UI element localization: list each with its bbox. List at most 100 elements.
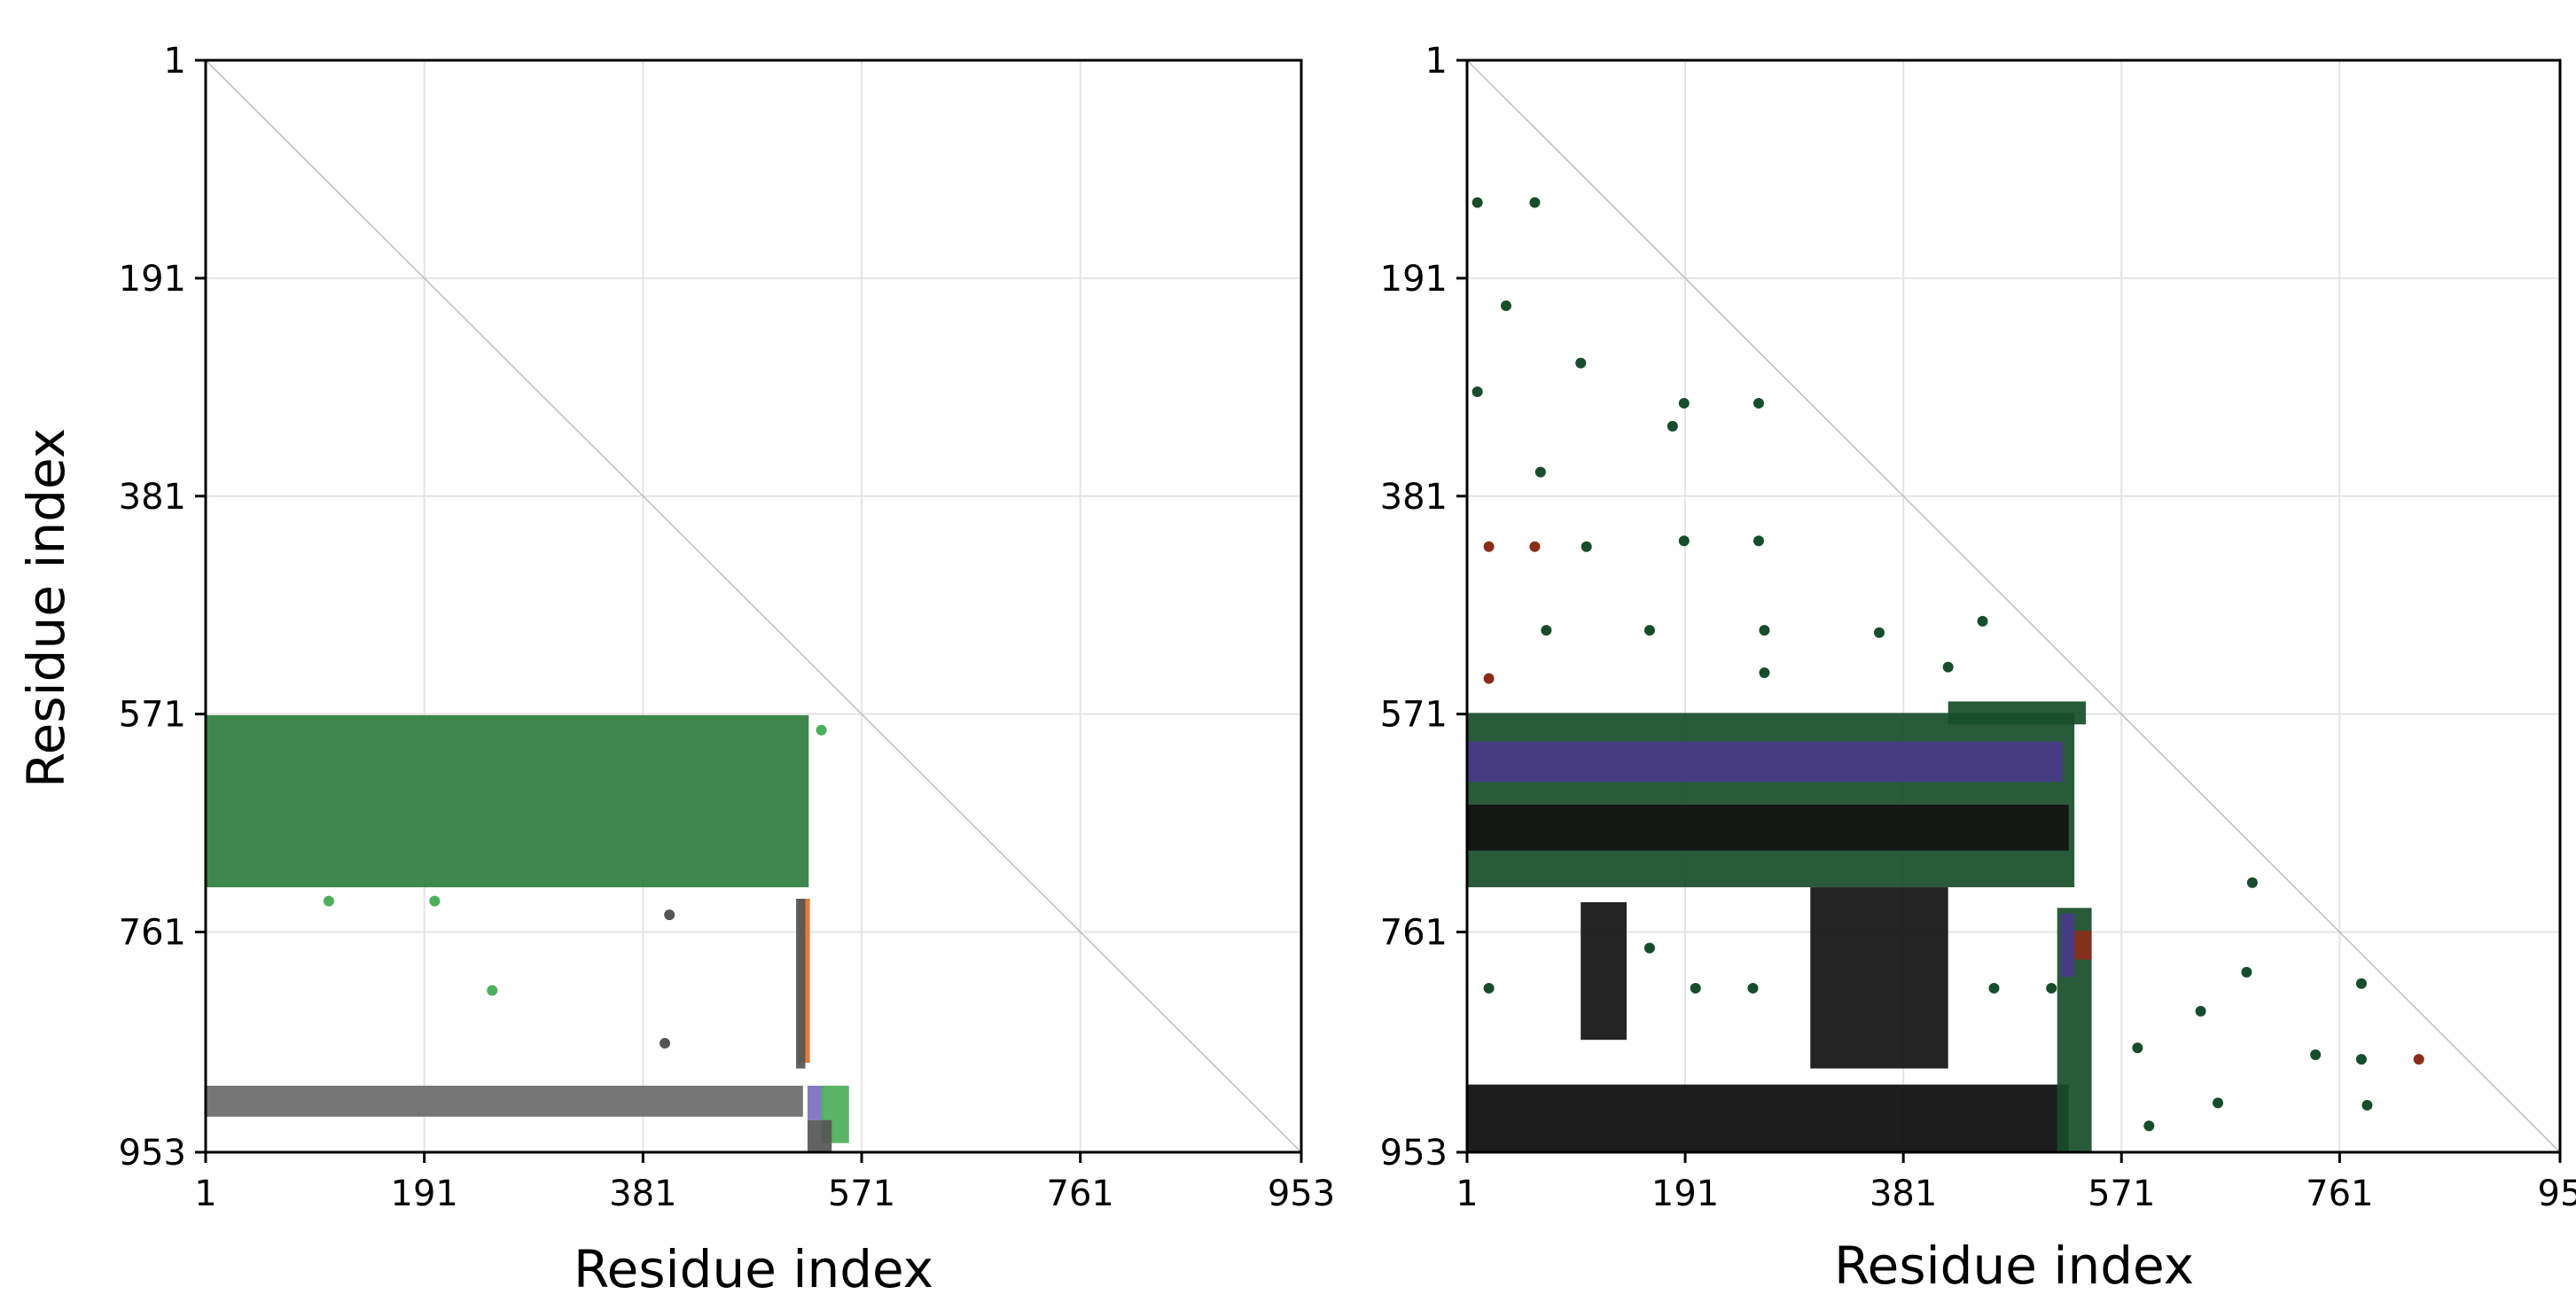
right-contact-point bbox=[2195, 1005, 2206, 1017]
right-contact-point bbox=[2241, 966, 2252, 978]
right-contact-point bbox=[1581, 541, 1592, 552]
left-contact-region bbox=[796, 899, 806, 1069]
right-y-tick-label: 761 bbox=[1380, 913, 1448, 954]
right-x-tick-label: 761 bbox=[2306, 1174, 2373, 1214]
right-contact-point bbox=[1471, 197, 1483, 208]
right-contact-map: 1 191 381 571 761 95 1 191 381 571 761 953 Residue… bbox=[1380, 41, 2576, 1296]
right-x-tick-label: 571 bbox=[2088, 1174, 2155, 1214]
right-contact-point bbox=[1483, 541, 1495, 552]
right-contact-point bbox=[1873, 627, 1885, 638]
right-contact-point bbox=[1667, 420, 1678, 432]
right-contact-point bbox=[1534, 466, 1546, 478]
left-diagonal-line bbox=[205, 59, 1302, 1153]
right-contact-regions bbox=[1467, 701, 2092, 1152]
left-y-tick-label: 571 bbox=[119, 695, 186, 736]
right-contact-points bbox=[1471, 197, 2424, 1132]
left-contact-region bbox=[206, 1085, 803, 1117]
right-y-tick-label: 571 bbox=[1380, 695, 1448, 736]
right-contact-region bbox=[1810, 887, 1948, 1069]
right-diagonal-line bbox=[1466, 59, 2561, 1153]
right-x-tick-label: 1 bbox=[1456, 1174, 1478, 1214]
right-contact-point bbox=[1988, 982, 2000, 994]
right-contact-point bbox=[2132, 1042, 2143, 1054]
right-contact-region bbox=[1467, 741, 2064, 782]
right-contact-point bbox=[1942, 661, 1954, 673]
right-x-ticks: 1 191 381 571 761 95 bbox=[1456, 1152, 2576, 1214]
right-contact-region bbox=[1467, 713, 2075, 888]
right-contact-point bbox=[1575, 357, 1587, 369]
right-contact-point bbox=[1529, 197, 1541, 208]
left-x-ticks: 1 191 381 571 761 953 bbox=[194, 1152, 1335, 1214]
right-contact-point bbox=[2246, 877, 2258, 888]
right-contact-point bbox=[1752, 397, 1764, 409]
right-contact-point bbox=[1483, 673, 1495, 684]
left-plot-frame bbox=[204, 58, 1303, 1154]
right-y-tick-label: 191 bbox=[1380, 259, 1448, 300]
left-x-tick-label: 761 bbox=[1047, 1174, 1114, 1214]
left-contact-point bbox=[487, 985, 498, 996]
left-contact-point bbox=[816, 724, 827, 736]
right-contact-region bbox=[2060, 913, 2075, 977]
right-contact-point bbox=[2213, 1097, 2224, 1109]
right-contact-point bbox=[1977, 615, 1988, 627]
left-x-axis-label: Residue index bbox=[574, 1239, 933, 1299]
right-contact-point bbox=[1678, 397, 1690, 409]
left-contact-map: 1 191 381 571 761 953 1 191 381 571 761 953 Residu… bbox=[16, 41, 1335, 1299]
right-contact-point bbox=[1471, 386, 1483, 397]
left-y-tick-label: 381 bbox=[119, 477, 186, 518]
left-contact-point bbox=[664, 909, 675, 921]
right-contact-region bbox=[1948, 701, 2087, 725]
right-contact-point bbox=[1501, 300, 1512, 311]
right-contact-point bbox=[1747, 982, 1759, 994]
left-y-tick-label: 953 bbox=[119, 1133, 186, 1174]
right-contact-point bbox=[1678, 535, 1690, 547]
right-x-tick-label: 191 bbox=[1651, 1174, 1719, 1214]
left-y-tick-label: 761 bbox=[119, 913, 186, 954]
right-x-tick-label: 381 bbox=[1870, 1174, 1937, 1214]
right-contact-point bbox=[2361, 1099, 2373, 1111]
right-x-axis-label: Residue index bbox=[1834, 1236, 2194, 1296]
right-contact-region bbox=[1467, 804, 2069, 851]
right-contact-point bbox=[1529, 541, 1541, 552]
left-contact-regions bbox=[206, 714, 849, 1152]
right-y-tick-label: 381 bbox=[1380, 477, 1448, 518]
right-contact-point bbox=[1483, 982, 1495, 994]
right-contact-region bbox=[1581, 901, 1628, 1041]
right-y-ticks: 1 191 381 571 761 953 bbox=[1380, 41, 1467, 1174]
left-y-tick-label: 1 bbox=[164, 41, 186, 82]
right-contact-point bbox=[1643, 625, 1655, 636]
right-contact-point bbox=[1643, 942, 1655, 954]
right-contact-point bbox=[1759, 625, 1770, 636]
left-contact-point bbox=[429, 895, 441, 907]
left-contact-region bbox=[808, 1085, 824, 1120]
left-y-axis-label: Residue index bbox=[16, 428, 76, 788]
right-contact-point bbox=[2413, 1054, 2424, 1065]
left-x-tick-label: 571 bbox=[828, 1174, 895, 1214]
left-contact-region bbox=[808, 1119, 832, 1152]
right-contact-point bbox=[1690, 982, 1701, 994]
right-y-tick-label: 953 bbox=[1380, 1133, 1448, 1174]
left-y-tick-label: 191 bbox=[119, 259, 186, 300]
right-contact-point bbox=[1541, 625, 1552, 636]
right-contact-point bbox=[1759, 667, 1770, 679]
left-x-tick-label: 953 bbox=[1268, 1174, 1335, 1214]
right-contact-region bbox=[2074, 931, 2092, 960]
right-contact-point bbox=[2355, 978, 2367, 989]
left-contact-region bbox=[206, 714, 809, 888]
left-contact-point bbox=[323, 895, 334, 907]
left-x-tick-label: 1 bbox=[194, 1174, 216, 1214]
right-x-tick-label: 95 bbox=[2538, 1174, 2576, 1214]
right-contact-point bbox=[2355, 1054, 2367, 1065]
left-y-ticks: 1 191 381 571 761 953 bbox=[119, 41, 206, 1174]
right-contact-point bbox=[2310, 1049, 2322, 1060]
right-y-tick-label: 1 bbox=[1425, 41, 1448, 82]
right-contact-point bbox=[2046, 982, 2057, 994]
right-contact-point bbox=[2143, 1120, 2155, 1132]
right-plot-frame bbox=[1465, 58, 2562, 1154]
left-x-tick-label: 191 bbox=[391, 1174, 458, 1214]
left-contact-points bbox=[323, 724, 827, 1049]
left-x-tick-label: 381 bbox=[609, 1174, 676, 1214]
right-contact-point bbox=[1752, 535, 1764, 547]
right-contact-region bbox=[1467, 1084, 2069, 1152]
